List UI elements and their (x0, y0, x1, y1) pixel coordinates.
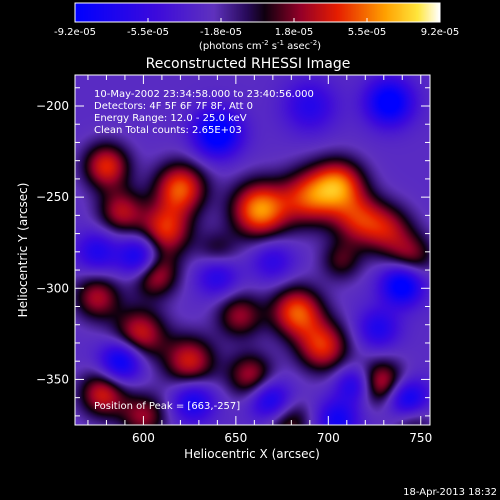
chart-title: Reconstructed RHESSI Image (146, 56, 351, 72)
x-axis-label: Heliocentric X (arcsec) (184, 447, 320, 461)
info-line: Detectors: 4F 5F 6F 7F 8F, Att 0 (94, 101, 253, 112)
x-tick-label: 600 (132, 431, 155, 445)
y-tick-label: −250 (36, 190, 69, 204)
observation-info: 10-May-2002 23:34:58.000 to 23:40:56.000… (94, 89, 314, 136)
timestamp: 18-Apr-2013 18:32 (403, 487, 497, 498)
info-line: Energy Range: 12.0 - 25.0 keV (94, 113, 247, 124)
colorbar-tick-label: 1.8e-05 (275, 27, 313, 38)
y-axis-label: Heliocentric Y (arcsec) (16, 183, 30, 318)
x-tick-label: 650 (224, 431, 247, 445)
colorbar-gradient (75, 3, 440, 22)
colorbar-tick-label: -5.5e-05 (127, 27, 169, 38)
x-tick-label: 700 (317, 431, 340, 445)
colorbar-tick-label: -9.2e-05 (54, 27, 96, 38)
peak-position-label: Position of Peak = [663,-257] (94, 401, 240, 412)
y-tick-label: −200 (36, 99, 69, 113)
plot-frame (74, 74, 431, 426)
y-tick-label: −300 (36, 281, 69, 295)
colorbar-ticks: -9.2e-05 -5.5e-05 -1.8e-05 1.8e-05 5.5e-05 9.… (54, 18, 459, 38)
info-line: 10-May-2002 23:34:58.000 to 23:40:56.000 (94, 89, 314, 100)
colorbar-unit-label: (photons cm-2 s-1 asec-2) (199, 39, 321, 52)
x-tick-label: 750 (409, 431, 432, 445)
heatmap-image (75, 75, 430, 425)
colorbar-tick-label: 5.5e-05 (348, 27, 386, 38)
colorbar-frame (74, 2, 441, 23)
axes-ticks: 600 650 700 750 −200 −250 −300 −350 (36, 75, 432, 445)
colorbar-tick-label: -1.8e-05 (200, 27, 242, 38)
colorbar-tick-label: 9.2e-05 (421, 27, 459, 38)
y-tick-label: −350 (36, 372, 69, 386)
colorbar: -9.2e-05 -5.5e-05 -1.8e-05 1.8e-05 5.5e-05 9.… (54, 2, 459, 52)
info-line: Clean Total counts: 2.65E+03 (94, 125, 242, 136)
